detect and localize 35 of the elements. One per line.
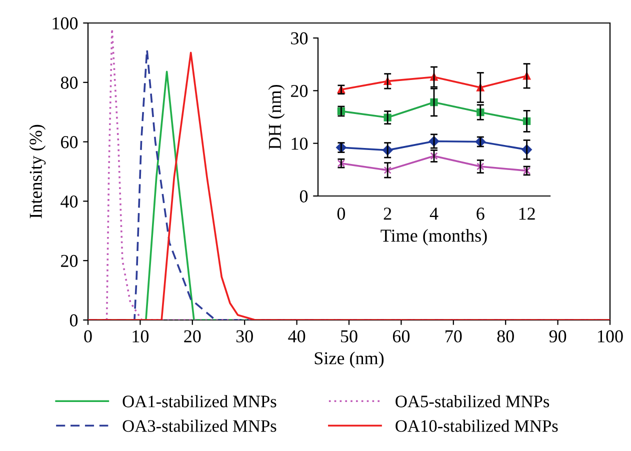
- y-tick-label: 20: [291, 84, 308, 98]
- x-tick-label: 70: [446, 330, 462, 342]
- x-tick-label: 4: [430, 208, 438, 220]
- x-axis-title: Time (months): [380, 229, 487, 246]
- y-tick-label: 10: [292, 138, 308, 150]
- x-tick-label: 2: [384, 208, 392, 220]
- y-tick-label: 0: [70, 314, 78, 326]
- x-tick-label: 50: [341, 330, 358, 342]
- x-tick-label: 0: [84, 330, 92, 342]
- y-tick-label: 80: [60, 76, 78, 89]
- x-tick-label: 100: [598, 330, 623, 342]
- y-tick-label: 40: [60, 195, 78, 208]
- x-tick-label: 10: [132, 330, 149, 342]
- x-tick-label: 90: [549, 330, 566, 342]
- point: [476, 162, 484, 170]
- legend-label: OA10-stabilized MNPs: [396, 420, 558, 432]
- x-tick-label: 60: [392, 330, 410, 342]
- x-tick-label: 12: [519, 208, 535, 220]
- x-tick-label: 20: [184, 330, 201, 342]
- point: [384, 166, 392, 174]
- y-tick-label: 20: [61, 254, 78, 268]
- x-tick-label: 0: [337, 208, 346, 220]
- legend-label: OA1-stabilized MNPs: [122, 395, 276, 408]
- y-axis-title: Intensity (%): [29, 124, 46, 218]
- y-tick-label: 60: [61, 136, 78, 148]
- y-tick-label: 100: [52, 17, 78, 30]
- y-axis-title: DH (nm): [268, 84, 285, 150]
- x-axis-title: Size (nm): [314, 352, 384, 368]
- y-tick-label: 30: [291, 32, 308, 44]
- x-tick-label: 80: [497, 330, 514, 342]
- legend-label: OA3-stabilized MNPs: [122, 420, 276, 432]
- x-tick-label: 30: [236, 330, 253, 342]
- y-tick-label: 0: [300, 190, 308, 202]
- legend-label: OA5-stabilized MNPs: [396, 395, 550, 408]
- x-tick-label: 6: [476, 208, 484, 220]
